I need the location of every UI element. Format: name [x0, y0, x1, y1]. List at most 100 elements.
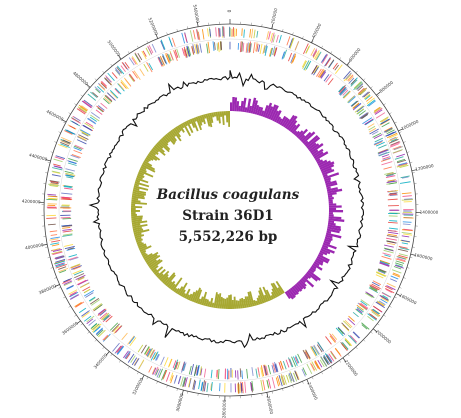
- gc-skew-negative-segment: [184, 288, 191, 299]
- gc-skew-positive-segment: [289, 287, 297, 296]
- gc-skew-negative-segment: [193, 117, 197, 122]
- gene-feature-reverse: [168, 54, 172, 61]
- gene-feature-reverse: [389, 193, 397, 195]
- gene-feature-forward: [90, 323, 98, 330]
- gene-feature-forward: [50, 234, 58, 236]
- gene-feature-reverse: [73, 266, 81, 270]
- gene-feature-forward: [396, 255, 408, 260]
- gene-feature-reverse: [388, 182, 397, 185]
- gene-feature-reverse: [77, 279, 87, 285]
- gene-feature-forward: [268, 31, 271, 40]
- gc-skew-negative-segment: [144, 251, 159, 262]
- gene-feature-reverse: [252, 42, 256, 54]
- gene-feature-forward: [322, 53, 328, 62]
- gene-feature-reverse: [160, 356, 165, 366]
- gc-skew-positive-segment: [321, 167, 332, 174]
- gene-feature-reverse: [246, 368, 249, 379]
- gene-feature-forward: [280, 375, 285, 386]
- tick-label: 3600000: [61, 320, 79, 335]
- gene-feature-reverse: [215, 369, 218, 377]
- gene-feature-forward: [100, 81, 107, 88]
- gene-feature-reverse: [248, 43, 250, 51]
- gene-feature-reverse: [365, 119, 374, 126]
- gene-feature-reverse: [281, 51, 286, 60]
- gene-feature-reverse: [61, 197, 71, 199]
- gene-feature-forward: [352, 331, 360, 339]
- gc-skew-positive-segment: [296, 282, 304, 290]
- gc-skew-ring: [131, 96, 345, 309]
- gene-feature-forward: [151, 367, 156, 375]
- scale-minor-tick: [355, 70, 358, 74]
- gene-feature-reverse: [311, 346, 318, 356]
- gc-skew-positive-segment: [296, 130, 304, 138]
- gene-feature-forward: [392, 149, 403, 154]
- gene-feature-forward: [401, 242, 409, 245]
- gene-feature-reverse: [145, 348, 151, 356]
- gene-feature-reverse: [129, 337, 137, 347]
- gene-feature-reverse: [388, 190, 399, 193]
- scale-minor-tick: [74, 314, 77, 317]
- gene-feature-forward: [96, 329, 104, 337]
- gc-skew-negative-segment: [156, 142, 164, 149]
- gene-feature-reverse: [359, 112, 368, 119]
- gene-feature-reverse: [343, 320, 352, 329]
- gc-skew-negative-segment: [199, 296, 204, 305]
- gene-feature-forward: [270, 32, 273, 42]
- gene-feature-reverse: [103, 96, 112, 104]
- gene-feature-reverse: [148, 62, 154, 71]
- gene-feature-reverse: [387, 180, 395, 183]
- gene-feature-reverse: [263, 365, 267, 376]
- gc-skew-negative-segment: [227, 111, 230, 127]
- gene-feature-forward: [71, 117, 81, 124]
- gene-feature-forward: [324, 353, 332, 363]
- gene-feature-forward: [60, 140, 71, 145]
- scale-minor-tick: [311, 40, 314, 44]
- gene-feature-forward: [111, 72, 118, 79]
- gc-skew-positive-segment: [326, 228, 340, 234]
- gene-feature-forward: [395, 264, 403, 268]
- gene-feature-forward: [55, 263, 67, 269]
- gene-feature-forward: [94, 326, 101, 332]
- gene-feature-reverse: [264, 364, 268, 376]
- gc-skew-positive-segment: [312, 148, 324, 157]
- tick-label: 4200000: [22, 199, 41, 205]
- gc-skew-negative-segment: [131, 205, 143, 209]
- gc-skew-positive-segment: [264, 102, 273, 118]
- gene-feature-forward: [391, 269, 402, 274]
- gene-feature-reverse: [372, 280, 382, 286]
- gene-feature-forward: [367, 313, 377, 321]
- gene-feature-reverse: [115, 87, 122, 95]
- scale-minor-tick: [363, 78, 366, 81]
- gene-feature-reverse: [121, 332, 128, 341]
- gene-feature-forward: [345, 74, 352, 81]
- gc-skew-negative-segment: [131, 220, 148, 225]
- scale-minor-tick: [321, 371, 323, 375]
- gene-feature-reverse: [84, 122, 94, 130]
- gene-feature-reverse: [82, 124, 93, 132]
- gc-skew-positive-segment: [291, 123, 301, 134]
- gc-skew-negative-segment: [209, 297, 214, 308]
- track-divider: [58, 38, 402, 382]
- gene-feature-forward: [288, 374, 292, 383]
- gc-skew-negative-segment: [275, 280, 285, 294]
- scale-minor-tick: [282, 388, 284, 391]
- gene-feature-forward: [69, 291, 77, 296]
- gene-feature-reverse: [320, 71, 327, 79]
- gene-feature-forward: [53, 251, 62, 255]
- gc-skew-positive-segment: [268, 104, 277, 120]
- gc-skew-negative-segment: [221, 111, 225, 126]
- gene-feature-forward: [386, 129, 395, 135]
- gc-skew-positive-segment: [323, 240, 331, 245]
- gc-skew-positive-segment: [320, 164, 335, 172]
- gc-skew-positive-segment: [322, 173, 328, 178]
- gene-feature-reverse: [389, 192, 398, 195]
- gc-skew-positive-segment: [307, 142, 317, 151]
- gc-skew-negative-segment: [225, 111, 229, 123]
- gc-skew-positive-segment: [318, 160, 332, 168]
- gene-feature-forward: [399, 247, 410, 251]
- gene-feature-reverse: [67, 162, 77, 166]
- gc-skew-positive-segment: [319, 250, 328, 256]
- gene-feature-reverse: [265, 365, 269, 376]
- gene-feature-reverse: [96, 105, 105, 113]
- gene-feature-reverse: [197, 44, 200, 53]
